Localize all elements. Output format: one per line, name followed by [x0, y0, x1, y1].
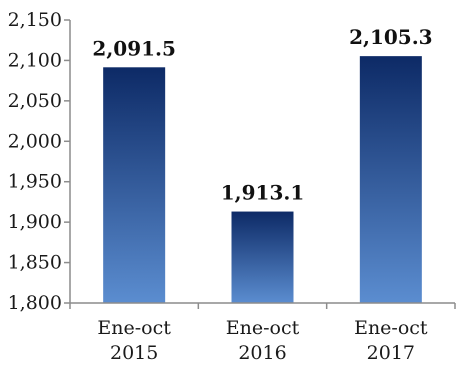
y-axis: 1,800 1,850 1,900 1,950 2,000 2,050 2,100 2,150 [8, 9, 71, 314]
x-tick-label: 2017 [367, 342, 415, 364]
data-label: 2,091.5 [92, 36, 176, 60]
bars [103, 56, 422, 304]
data-label: 1,913.1 [221, 181, 305, 205]
data-label: 2,105.3 [349, 25, 433, 49]
y-tick-label: 2,150 [8, 9, 62, 31]
x-tick-label: Ene-oct [226, 317, 300, 339]
data-labels: 2,091.5 1,913.1 2,105.3 [92, 25, 432, 204]
y-tick-label: 2,050 [8, 90, 62, 112]
y-tick-label: 2,100 [8, 49, 62, 71]
x-tick-label: 2016 [238, 342, 286, 364]
bar [359, 56, 422, 303]
x-tick-label: Ene-oct [97, 317, 171, 339]
y-tick-label: 1,900 [8, 211, 62, 233]
bar [231, 211, 294, 303]
x-tick-label: Ene-oct [354, 317, 428, 339]
y-tick-label: 1,850 [8, 252, 62, 274]
y-tick-label: 2,000 [8, 130, 62, 152]
bar [103, 67, 166, 304]
y-tick-label: 1,800 [8, 292, 62, 314]
y-tick-label: 1,950 [8, 171, 62, 193]
x-axis: Ene-oct 2015 Ene-oct 2016 Ene-oct 2017 [69, 302, 456, 364]
x-tick-label: 2015 [110, 342, 158, 364]
